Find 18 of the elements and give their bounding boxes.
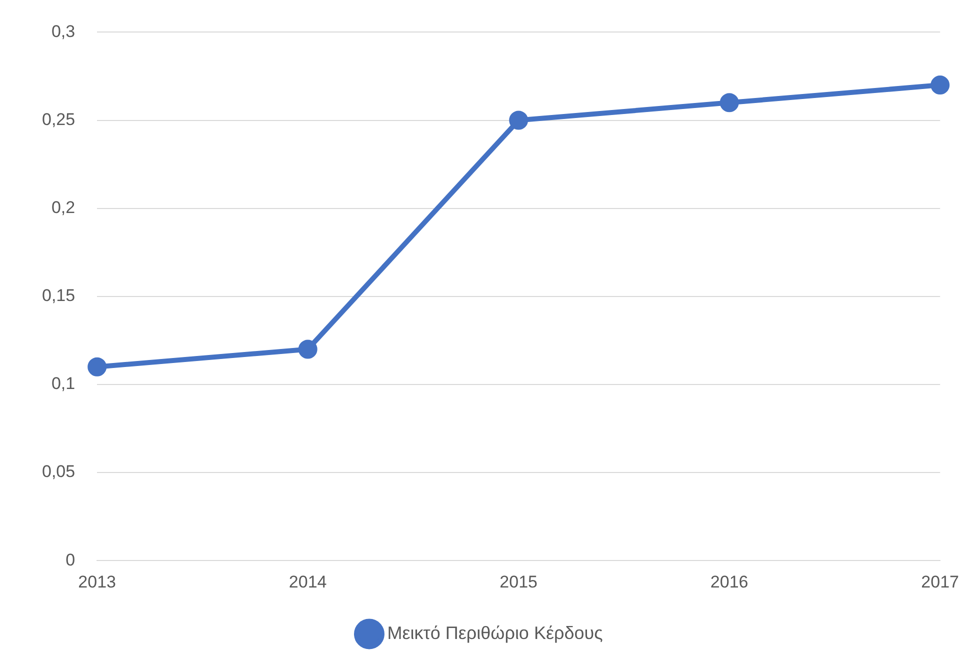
point — [720, 93, 739, 112]
y-tick-label: 0,15 — [42, 286, 76, 306]
point — [930, 76, 950, 95]
x-tick-label: 2014 — [288, 572, 327, 592]
x-tick-label: 2017 — [921, 572, 960, 592]
x-tick-label: 2016 — [710, 572, 748, 592]
y-tick-label: 0,25 — [42, 110, 76, 129]
x-tick-label: 2013 — [78, 572, 116, 592]
x-tick-label: 2015 — [500, 572, 538, 592]
point — [88, 357, 107, 376]
point — [298, 340, 318, 359]
y-tick-label: 0 — [66, 550, 76, 570]
point — [509, 110, 528, 130]
legend-label: Μεικτό Περιθώριο Κέρδους — [387, 622, 604, 643]
y-tick-label: 0,05 — [42, 462, 76, 482]
y-tick-label: 0,1 — [51, 374, 76, 394]
y-tick-label: 0,2 — [51, 198, 76, 218]
y-tick-label: 0,3 — [51, 22, 76, 41]
